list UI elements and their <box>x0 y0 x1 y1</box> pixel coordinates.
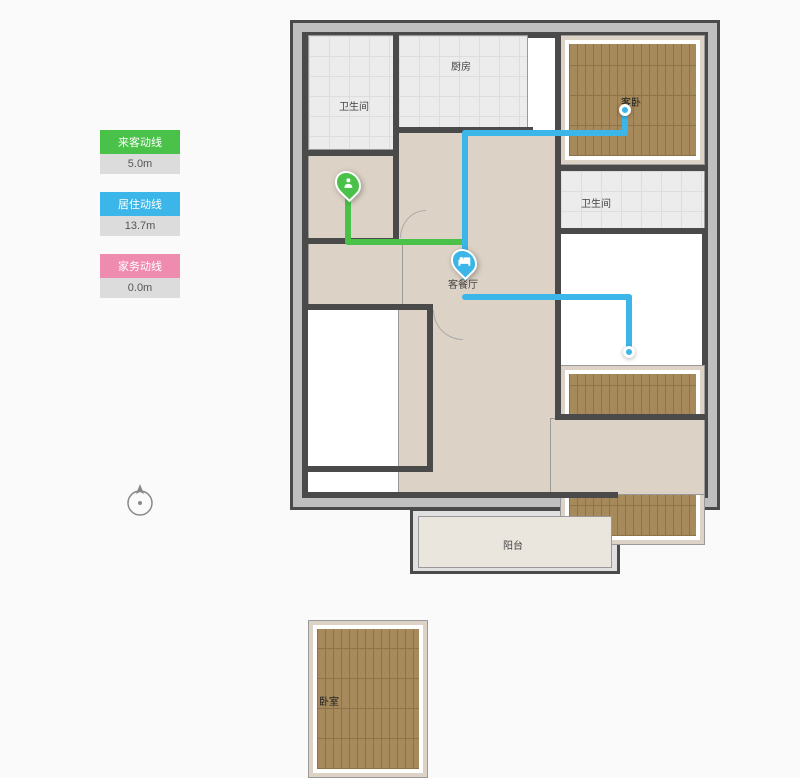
wall <box>308 466 433 472</box>
wall <box>555 228 707 234</box>
room-living <box>398 132 556 495</box>
bedroom3-label: 卧室 <box>319 693 339 708</box>
wall <box>398 492 618 498</box>
floorplan: 厨房 卫生间 客卧 卫生间 卧室 卧室 客餐厅 阳台 <box>290 20 720 580</box>
path-living-seg <box>462 130 627 136</box>
legend-living-value: 13.7m <box>100 216 180 236</box>
legend-living-label: 居住动线 <box>100 192 180 216</box>
legend-housework-value: 0.0m <box>100 278 180 298</box>
path-endpoint <box>619 104 631 116</box>
wall <box>427 304 433 472</box>
person-icon <box>342 177 354 192</box>
legend-guest: 来客动线 5.0m <box>100 130 180 174</box>
path-guest-seg <box>345 239 465 245</box>
wall <box>393 155 399 243</box>
room-bathroom1: 卫生间 <box>308 35 396 150</box>
path-endpoint <box>623 346 635 358</box>
kitchen-label: 厨房 <box>451 58 471 73</box>
legend-living: 居住动线 13.7m <box>100 192 180 236</box>
room-kitchen: 厨房 <box>398 35 528 130</box>
legend-guest-value: 5.0m <box>100 154 180 174</box>
room-bathroom2: 卫生间 <box>560 170 705 230</box>
legend: 来客动线 5.0m 居住动线 13.7m 家务动线 0.0m <box>100 130 180 316</box>
legend-housework: 家务动线 0.0m <box>100 254 180 298</box>
wall <box>555 165 707 171</box>
legend-housework-label: 家务动线 <box>100 254 180 278</box>
compass-icon <box>125 480 155 518</box>
room-balcony: 阳台 <box>418 516 612 568</box>
balcony-label: 阳台 <box>503 537 523 552</box>
bathroom1-label: 卫生间 <box>339 98 369 113</box>
wall <box>555 414 707 420</box>
wall <box>393 35 399 155</box>
wall <box>308 150 398 156</box>
living-extend-left <box>308 242 403 307</box>
room-bedroom3: 卧室 <box>308 620 428 778</box>
path-living-seg <box>462 294 632 300</box>
room-bedroom1: 客卧 <box>560 35 705 165</box>
legend-guest-label: 来客动线 <box>100 130 180 154</box>
bathroom2-label: 卫生间 <box>581 195 611 210</box>
bed-icon <box>458 256 470 269</box>
living-extend-right <box>550 418 705 495</box>
path-living-seg <box>626 294 632 350</box>
wall <box>308 304 433 310</box>
